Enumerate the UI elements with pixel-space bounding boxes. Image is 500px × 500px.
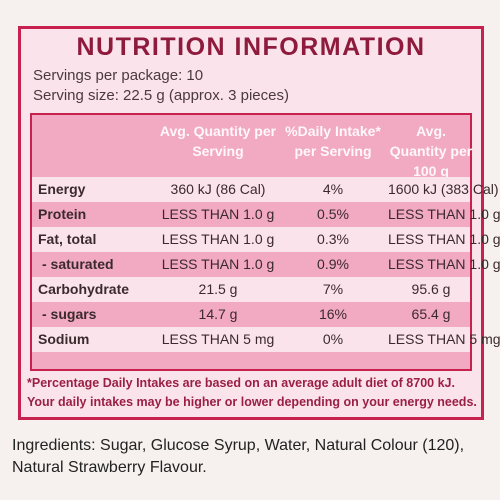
per-100g-value: 1600 kJ (383 Cal) bbox=[388, 181, 499, 197]
nutrition-table: Avg. Quantity per Serving %Daily Intake*… bbox=[30, 113, 500, 371]
daily-intake-value: 0.9% bbox=[317, 256, 349, 272]
nutrient-name: Energy bbox=[38, 181, 86, 197]
per-serving-value: 14.7 g bbox=[198, 306, 238, 322]
daily-intake-value: 0.5% bbox=[317, 206, 349, 222]
daily-intake-footnote: *Percentage Daily Intakes are based on a… bbox=[27, 374, 479, 412]
nutrient-name: Protein bbox=[38, 206, 87, 222]
footnote-line: *Percentage Daily Intakes are based on a… bbox=[27, 376, 455, 390]
ingredients-list: Ingredients: Sugar, Glucose Syrup, Water… bbox=[12, 435, 492, 479]
nutrient-name: Carbohydrate bbox=[38, 281, 130, 297]
nutrient-name: - saturated bbox=[42, 256, 114, 272]
per-100g-value: 65.4 g bbox=[411, 306, 451, 322]
nutrient-name: Fat, total bbox=[38, 231, 97, 247]
header-per-serving: Avg. Quantity per Serving bbox=[159, 123, 277, 159]
nutrient-name: - sugars bbox=[42, 306, 97, 322]
table-header: Avg. Quantity per Serving %Daily Intake*… bbox=[32, 115, 472, 179]
per-serving-value: 21.5 g bbox=[198, 281, 238, 297]
nutrient-name: Sodium bbox=[38, 331, 90, 347]
per-serving-value: LESS THAN 1.0 g bbox=[161, 256, 275, 272]
servings-per-package: Servings per package: 10 bbox=[33, 67, 204, 84]
daily-intake-value: 0.3% bbox=[317, 231, 349, 247]
table-row: Carbohydrate 21.5 g 7% 95.6 g bbox=[32, 277, 470, 302]
table-row: Fat, total LESS THAN 1.0 g 0.3% LESS THA… bbox=[32, 227, 500, 252]
per-serving-value: LESS THAN 1.0 g bbox=[161, 206, 275, 222]
panel-title: NUTRITION INFORMATION bbox=[76, 33, 426, 61]
ingredients-line: Natural Strawberry Flavour. bbox=[12, 459, 207, 476]
per-100g-value: LESS THAN 1.0 g bbox=[388, 231, 500, 247]
table-row: - sugars 14.7 g 16% 65.4 g bbox=[32, 302, 470, 327]
daily-intake-value: 7% bbox=[322, 281, 344, 297]
daily-intake-value: 0% bbox=[322, 331, 344, 347]
per-100g-value: LESS THAN 5 mg bbox=[388, 331, 500, 347]
daily-intake-value: 4% bbox=[322, 181, 344, 197]
ingredients-line: Ingredients: Sugar, Glucose Syrup, Water… bbox=[12, 437, 465, 454]
nutrition-panel: NUTRITION INFORMATION Servings per packa… bbox=[18, 26, 500, 420]
table-row: - saturated LESS THAN 1.0 g 0.9% LESS TH… bbox=[32, 252, 500, 277]
footnote-line: Your daily intakes may be higher or lowe… bbox=[27, 395, 477, 409]
daily-intake-value: 16% bbox=[318, 306, 348, 322]
header-per-100g: Avg. Quantity per 100 g bbox=[389, 123, 473, 179]
table-row: Energy 360 kJ (86 Cal) 4% 1600 kJ (383 C… bbox=[32, 177, 499, 202]
per-100g-value: LESS THAN 1.0 g bbox=[388, 256, 500, 272]
per-100g-value: 95.6 g bbox=[411, 281, 451, 297]
table-row: Sodium LESS THAN 5 mg 0% LESS THAN 5 mg bbox=[32, 327, 500, 352]
per-100g-value: LESS THAN 1.0 g bbox=[388, 206, 500, 222]
per-serving-value: LESS THAN 1.0 g bbox=[161, 231, 275, 247]
per-serving-value: LESS THAN 5 mg bbox=[161, 331, 275, 347]
per-serving-value: 360 kJ (86 Cal) bbox=[170, 181, 266, 197]
header-daily-intake: %Daily Intake* per Serving bbox=[285, 123, 381, 159]
table-row: Protein LESS THAN 1.0 g 0.5% LESS THAN 1… bbox=[32, 202, 500, 227]
serving-size: Serving size: 22.5 g (approx. 3 pieces) bbox=[33, 87, 289, 104]
